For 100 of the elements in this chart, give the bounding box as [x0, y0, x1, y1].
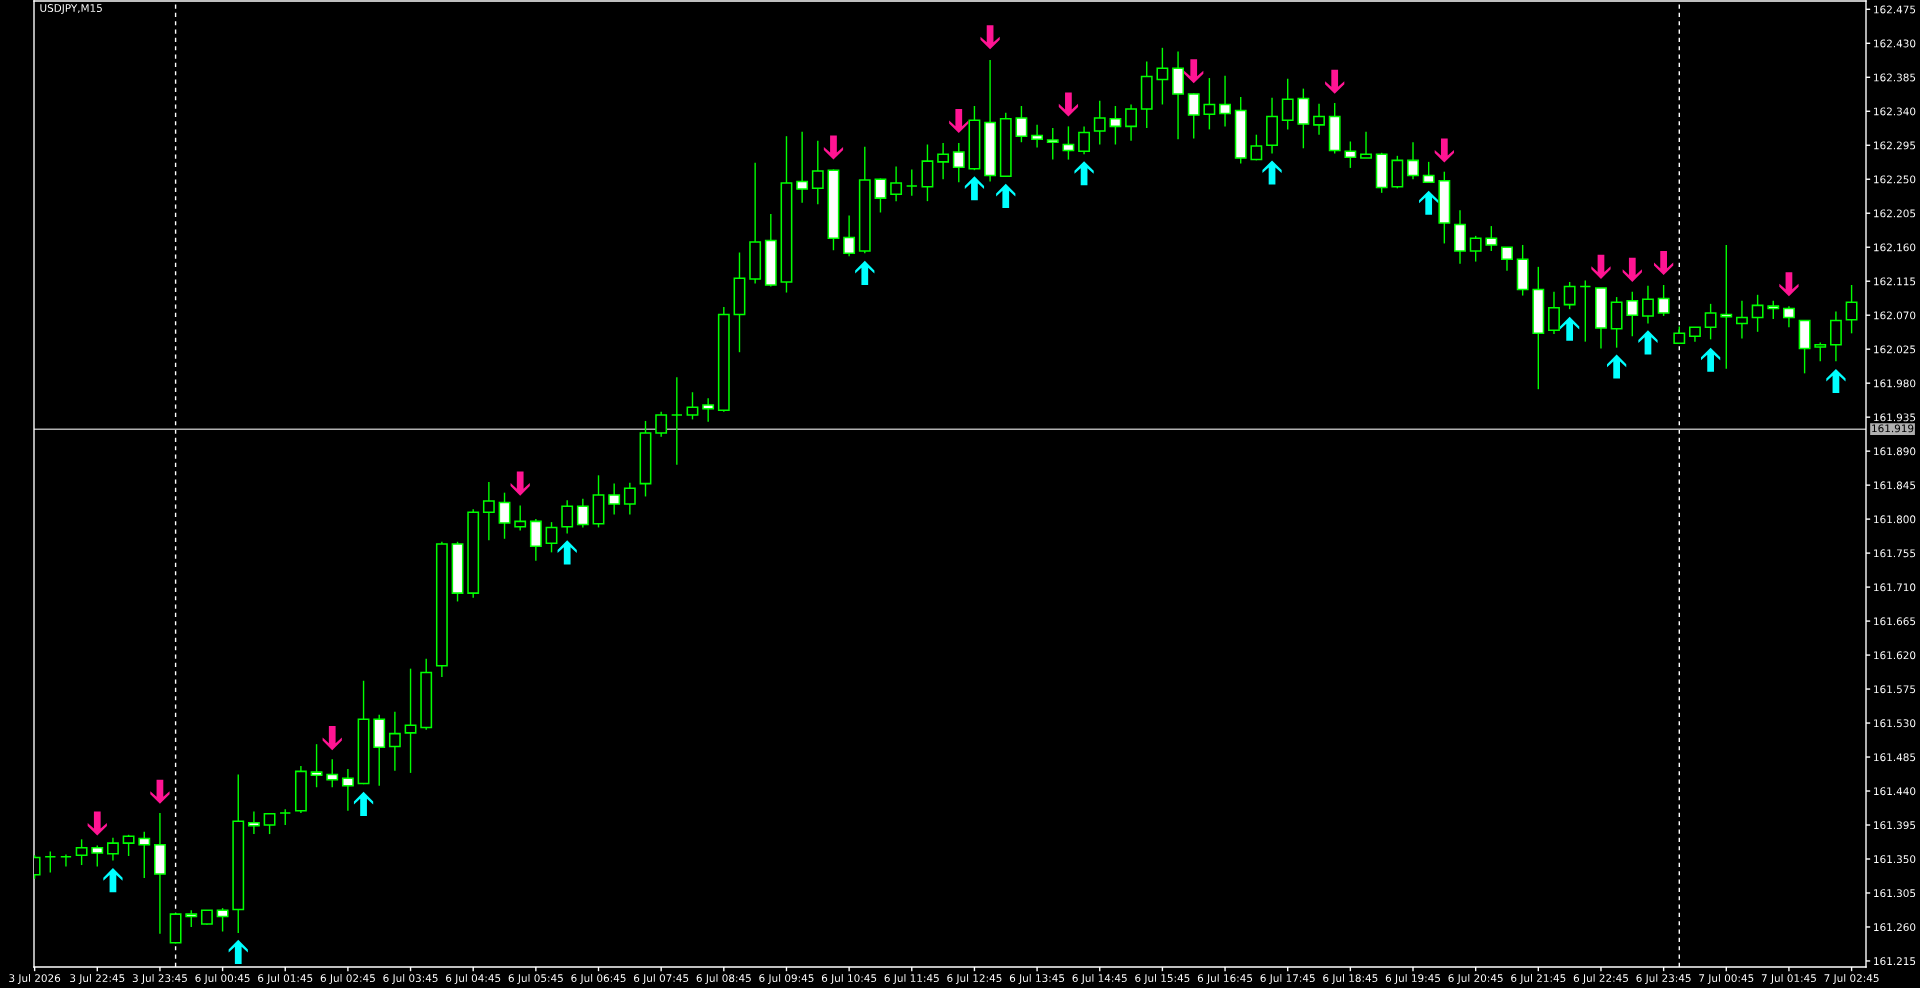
- candlestick: [75, 838, 88, 866]
- y-tick-label: 161.620: [1874, 651, 1916, 660]
- x-tick-label: 6 Jul 04:45: [446, 973, 501, 984]
- y-tick-label: 162.385: [1874, 73, 1916, 82]
- point: [322, 726, 342, 751]
- y-tick-label: 162.160: [1874, 243, 1916, 252]
- point: [150, 779, 170, 804]
- candlestick: [561, 499, 574, 535]
- candlestick: [670, 376, 683, 466]
- x-tick-label: 6 Jul 13:45: [1009, 973, 1065, 984]
- candlestick: [1313, 103, 1325, 136]
- candlestick: [874, 177, 887, 214]
- candlestick: [655, 411, 668, 438]
- candlestick: [937, 142, 950, 180]
- point: [103, 868, 123, 893]
- x-tick-label: 6 Jul 17:45: [1260, 973, 1315, 984]
- candlestick: [1360, 130, 1372, 159]
- x-tick-label: 7 Jul 00:45: [1699, 973, 1754, 984]
- candlestick: [138, 831, 151, 879]
- candlestick: [1657, 284, 1670, 317]
- candlestick: [1250, 133, 1263, 162]
- y-tick-label: 161.665: [1874, 617, 1916, 626]
- candlestick: [890, 165, 903, 202]
- y-tick-label: 162.070: [1874, 311, 1916, 320]
- candlestick: [545, 521, 558, 554]
- candlestick: [1187, 92, 1200, 140]
- y-tick-label: 162.475: [1874, 5, 1916, 14]
- x-tick-label: 6 Jul 15:45: [1135, 973, 1190, 984]
- y-tick-label: 161.215: [1874, 957, 1916, 966]
- point: [1262, 160, 1282, 185]
- candlestick: [1626, 291, 1639, 338]
- candlestick: [247, 810, 260, 835]
- candlestick: [60, 853, 72, 868]
- y-tick-label: 162.205: [1874, 209, 1916, 218]
- candlestick: [686, 391, 699, 421]
- point: [1074, 161, 1094, 186]
- x-tick-label: 6 Jul 00:45: [195, 973, 250, 984]
- candlestick: [310, 743, 323, 788]
- candlestick: [122, 834, 135, 857]
- point: [1591, 254, 1611, 279]
- y-tick-label: 161.890: [1874, 447, 1916, 456]
- x-tick-label: 3 Jul 2026: [9, 973, 61, 984]
- x-tick-label: 6 Jul 03:45: [383, 973, 438, 984]
- y-tick-label: 161.395: [1874, 821, 1916, 830]
- y-tick-label: 162.340: [1874, 107, 1916, 116]
- y-tick-label: 161.935: [1874, 413, 1916, 422]
- point: [1560, 316, 1580, 341]
- candlestick: [1407, 141, 1419, 180]
- candlestick: [91, 844, 104, 868]
- candlestick: [623, 482, 636, 516]
- x-tick-label: 6 Jul 07:45: [633, 973, 689, 984]
- candlestick: [388, 711, 401, 772]
- point: [1622, 257, 1642, 282]
- x-tick-label: 6 Jul 11:45: [884, 973, 939, 984]
- ref-line-label: 161.919: [1872, 424, 1914, 433]
- candlestick: [1704, 303, 1717, 341]
- candlestick: [1078, 125, 1091, 156]
- y-tick-label: 161.350: [1874, 855, 1916, 864]
- point: [1779, 272, 1799, 297]
- point: [353, 791, 374, 816]
- candlestick: [608, 482, 621, 516]
- x-tick-label: 6 Jul 20:45: [1448, 973, 1503, 984]
- point: [949, 109, 969, 134]
- point: [1419, 190, 1439, 215]
- candlestick: [498, 491, 511, 540]
- x-tick-label: 6 Jul 22:45: [1573, 973, 1628, 984]
- x-tick-label: 6 Jul 01:45: [258, 973, 313, 984]
- x-tick-label: 7 Jul 02:45: [1824, 973, 1879, 984]
- y-tick-label: 162.295: [1874, 141, 1916, 150]
- candlestick: [1469, 235, 1482, 263]
- point: [964, 176, 985, 201]
- candlestick: [1845, 284, 1858, 335]
- candlestick: [1125, 103, 1138, 142]
- x-tick-label: 6 Jul 02:45: [320, 973, 375, 984]
- y-tick-label: 162.025: [1874, 345, 1916, 354]
- candlestick: [1814, 341, 1827, 362]
- candlestick: [216, 907, 229, 933]
- point: [87, 811, 107, 836]
- x-tick-label: 7 Jul 01:45: [1761, 973, 1816, 984]
- point: [1638, 330, 1658, 355]
- y-tick-label: 161.305: [1874, 889, 1916, 898]
- candlestick: [576, 498, 589, 529]
- candlestick: [1046, 127, 1059, 161]
- x-tick-label: 6 Jul 14:45: [1072, 973, 1127, 984]
- candlestick: [1642, 285, 1654, 325]
- y-tick-label: 161.440: [1874, 787, 1916, 796]
- point: [1607, 354, 1627, 379]
- chart-title: USDJPY,M15: [40, 4, 102, 14]
- candlestick: [514, 504, 527, 532]
- point: [1184, 59, 1204, 84]
- y-tick-label: 161.980: [1874, 379, 1916, 388]
- candlestick: [1219, 75, 1231, 128]
- candlestick: [843, 214, 856, 257]
- candlestick: [1203, 77, 1216, 131]
- candlestick: [702, 397, 715, 423]
- y-tick-label: 161.845: [1874, 481, 1916, 490]
- candlestick: [1563, 281, 1576, 310]
- y-tick-label: 161.575: [1874, 685, 1916, 694]
- point: [1654, 251, 1674, 276]
- y-tick-label: 161.485: [1874, 753, 1916, 762]
